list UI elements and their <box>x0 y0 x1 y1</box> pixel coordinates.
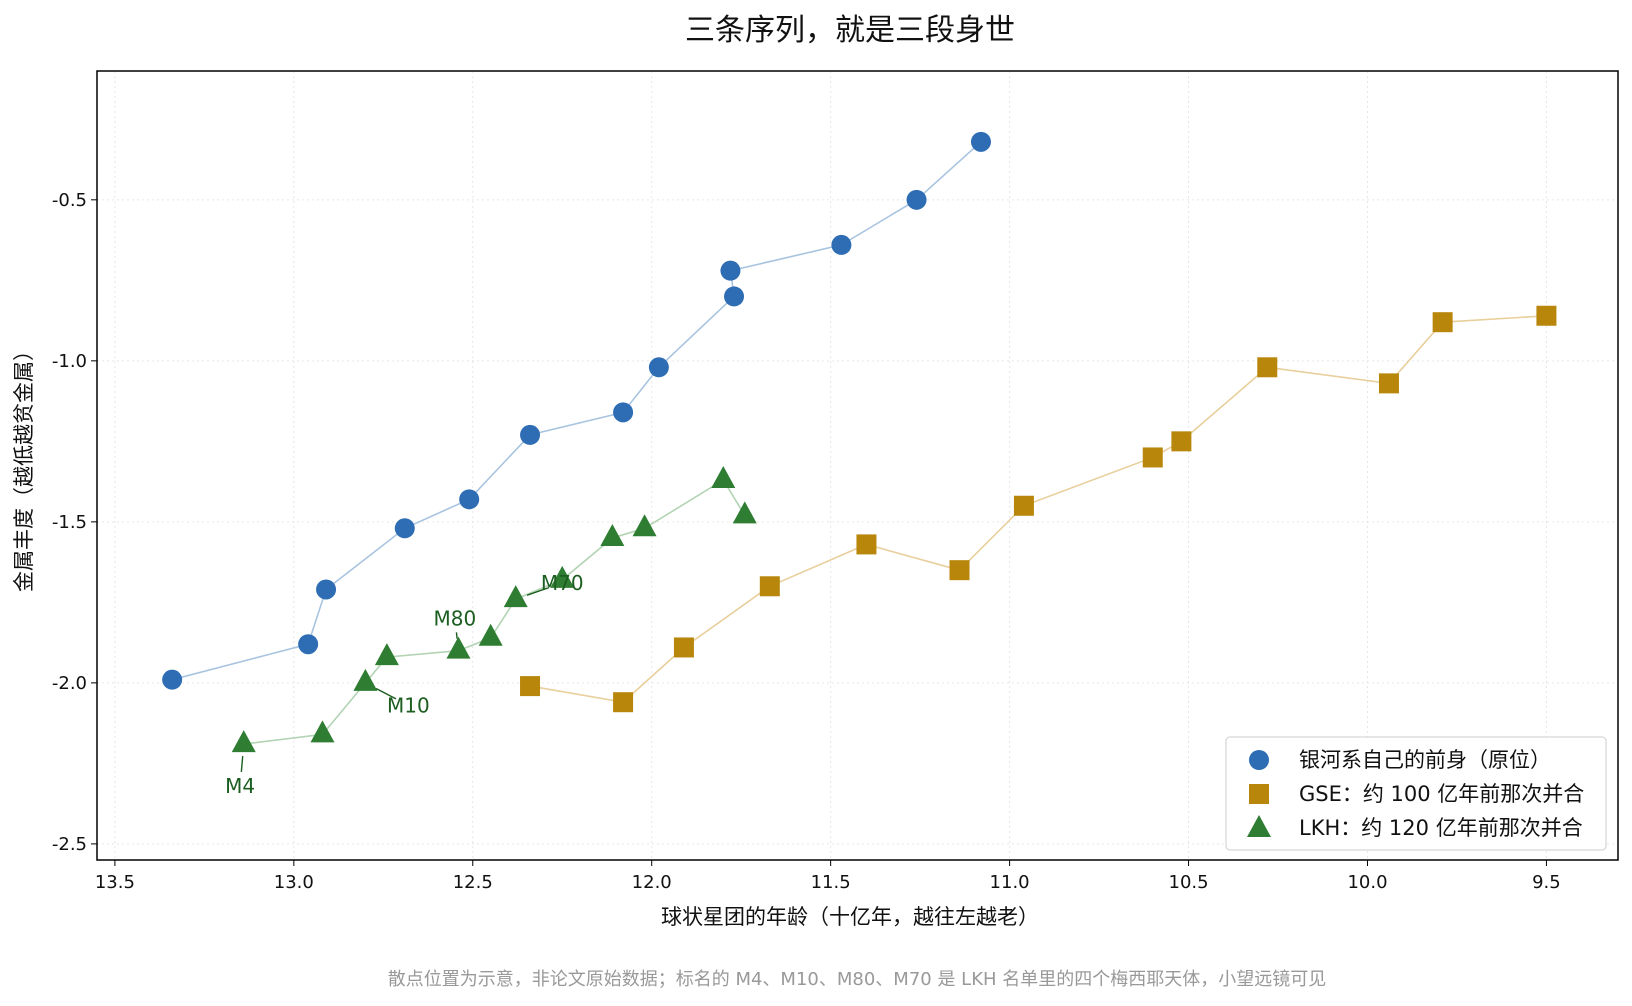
data-point-triangle <box>310 720 335 743</box>
data-point-triangle <box>732 501 757 524</box>
chart-title: 三条序列，就是三段身世 <box>685 13 1015 48</box>
data-point-circle <box>720 260 741 281</box>
data-point-circle <box>298 634 319 655</box>
data-point-square <box>1432 312 1453 333</box>
x-tick-label: 13.0 <box>274 872 314 893</box>
legend-circle-marker <box>1249 750 1269 770</box>
annotations: M4 M10 M80 M70 <box>225 571 583 798</box>
data-point-circle <box>162 669 183 690</box>
x-tick-label: 12.5 <box>453 872 493 893</box>
data-point-circle <box>831 234 852 255</box>
data-point-square <box>613 692 634 713</box>
x-tick-label: 9.5 <box>1532 872 1561 893</box>
x-tick-label: 10.0 <box>1347 872 1387 893</box>
annotation-arrow <box>240 755 244 773</box>
legend-square-marker <box>1249 784 1269 804</box>
data-point-triangle <box>600 523 625 546</box>
annotation-label: M70 <box>541 571 584 595</box>
data-point-circle <box>648 357 669 378</box>
data-point-circle <box>520 424 541 445</box>
data-point-circle <box>316 579 337 600</box>
annotation-arrow <box>455 632 458 639</box>
legend-label-insitu: 银河系自己的前身（原位） <box>1299 748 1551 772</box>
data-point-square <box>520 676 541 697</box>
annotation-arrow <box>526 586 550 596</box>
x-axis-ticks: 13.5 13.0 12.5 12.0 11.5 11.0 10.5 10.0 9.5 <box>95 860 1561 893</box>
data-point-triangle <box>446 636 471 659</box>
legend-triangle-marker <box>1247 815 1271 837</box>
data-point-triangle <box>478 623 503 646</box>
data-point-circle <box>459 489 480 510</box>
footnote: 散点位置为示意，非论文原始数据；标名的 M4、M10、M80、M70 是 LKH… <box>388 969 1327 990</box>
x-tick-label: 11.0 <box>990 872 1030 893</box>
x-tick-label: 11.5 <box>811 872 851 893</box>
data-point-square <box>673 637 694 658</box>
data-point-square <box>856 534 877 555</box>
data-point-square <box>1013 495 1034 516</box>
annotation-label: M80 <box>434 606 477 630</box>
legend-label-gse: GSE：约 100 亿年前那次并合 <box>1299 782 1584 806</box>
data-point-square <box>1536 305 1557 326</box>
data-point-square <box>1257 357 1278 378</box>
data-point-triangle <box>374 643 399 666</box>
plot-frame <box>96 70 1619 861</box>
data-point-circle <box>970 131 991 152</box>
data-point-triangle <box>231 730 256 753</box>
data-point-triangle <box>711 465 736 488</box>
series-line-3 <box>243 478 746 745</box>
data-point-square <box>1171 431 1192 452</box>
grid <box>97 71 1618 860</box>
data-point-circle <box>724 286 745 307</box>
data-point-square <box>949 560 970 581</box>
x-axis-label: 球状星团的年龄（十亿年，越往左越老） <box>661 905 1039 929</box>
legend: 银河系自己的前身（原位） GSE：约 100 亿年前那次并合 LKH：约 120… <box>1225 736 1607 851</box>
x-tick-label: 10.5 <box>1169 872 1209 893</box>
data-point-circle <box>394 518 415 539</box>
data-point-triangle <box>503 585 528 608</box>
y-axis-ticks: -0.5 -1.0 -1.5 -2.0 -2.5 <box>52 190 97 855</box>
series-lines <box>171 141 1547 745</box>
legend-label-lkh: LKH：约 120 亿年前那次并合 <box>1299 816 1583 840</box>
y-tick-label: -1.0 <box>52 351 87 372</box>
series-markers <box>162 131 1557 753</box>
y-tick-label: -2.5 <box>52 834 87 855</box>
data-point-triangle <box>632 514 657 537</box>
x-tick-label: 12.0 <box>632 872 672 893</box>
y-tick-label: -2.0 <box>52 673 87 694</box>
annotation-label: M4 <box>225 774 255 798</box>
y-tick-label: -0.5 <box>52 190 87 211</box>
annotation-label: M10 <box>387 693 430 717</box>
data-point-square <box>1142 447 1163 468</box>
data-point-circle <box>613 402 634 423</box>
y-tick-label: -1.5 <box>52 512 87 533</box>
data-point-square <box>759 576 780 597</box>
y-axis-label: 金属丰度（越低越贫金属） <box>12 340 36 592</box>
annotation-arrow <box>375 687 397 700</box>
data-point-circle <box>906 189 927 210</box>
x-tick-label: 13.5 <box>95 872 135 893</box>
data-point-triangle <box>550 565 575 588</box>
data-point-triangle <box>353 668 378 691</box>
legend-frame <box>1225 736 1607 851</box>
data-point-square <box>1378 373 1399 394</box>
